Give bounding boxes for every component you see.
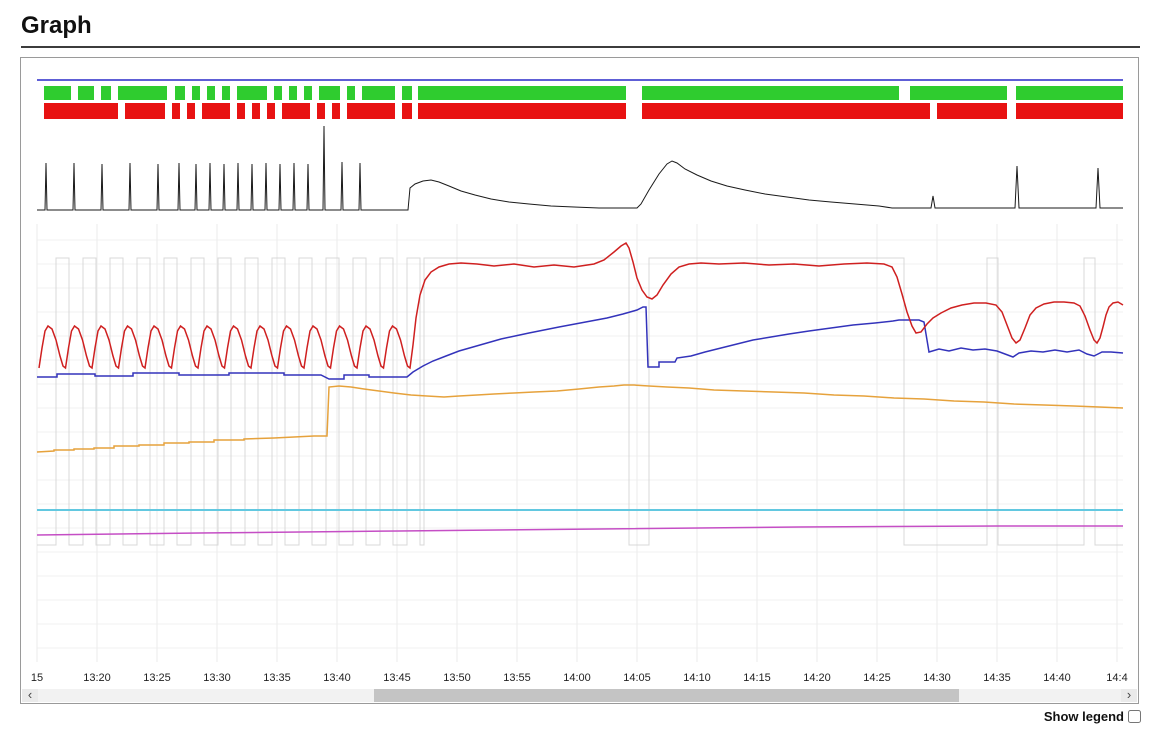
magenta-line [36, 525, 1123, 536]
svg-text:14:40: 14:40 [1043, 672, 1071, 684]
blue-step-line [37, 306, 1124, 380]
scroll-left-icon: ‹ [27, 687, 33, 702]
show-legend-label: Show legend [1043, 709, 1124, 724]
red-line [38, 241, 1124, 370]
svg-text:13:35: 13:35 [263, 672, 291, 684]
chart-canvas: 15 13:20 13:25 13:30 13:35 13:40 13:45 13:50 13:… [31, 79, 1128, 684]
svg-text:13:20: 13:20 [83, 672, 111, 684]
svg-text:14:30: 14:30 [923, 672, 951, 684]
scrollbar-track[interactable] [38, 689, 1121, 702]
v-gridlines [36, 224, 1118, 662]
x-axis-labels: 15 13:20 13:25 13:30 13:35 13:40 13:45 13:50 13:… [31, 672, 1128, 684]
scrollbar-thumb[interactable] [373, 689, 959, 702]
svg-text:14:35: 14:35 [983, 672, 1011, 684]
status-band-green [44, 86, 1123, 100]
show-legend-checkbox[interactable] [1128, 710, 1141, 723]
svg-text:13:25: 13:25 [143, 672, 171, 684]
status-band-red [44, 103, 1123, 119]
black-spike-line [37, 125, 1123, 211]
graph-panel: 15 13:20 13:25 13:30 13:35 13:40 13:45 13:50 13:… [20, 57, 1139, 704]
show-legend-control: Show legend [1044, 709, 1141, 724]
svg-text:15: 15 [31, 672, 43, 684]
svg-text:13:30: 13:30 [203, 672, 231, 684]
svg-text:14:00: 14:00 [563, 672, 591, 684]
title-divider [21, 46, 1140, 48]
scroll-right-icon: › [1126, 687, 1132, 702]
scroll-right-button[interactable]: › [1121, 687, 1137, 702]
svg-text:13:45: 13:45 [383, 672, 411, 684]
svg-text:14:15: 14:15 [743, 672, 771, 684]
scroll-left-button[interactable]: ‹ [22, 687, 38, 702]
gray-square-wave [37, 257, 1123, 546]
horizontal-scrollbar[interactable]: ‹ › [22, 687, 1137, 702]
page-title: Graph [21, 12, 92, 39]
svg-text:14:4: 14:4 [1106, 672, 1127, 684]
svg-text:14:10: 14:10 [683, 672, 711, 684]
orange-line [36, 384, 1124, 453]
svg-text:13:40: 13:40 [323, 672, 351, 684]
h-gridlines [37, 239, 1123, 649]
svg-text:14:25: 14:25 [863, 672, 891, 684]
svg-text:14:20: 14:20 [803, 672, 831, 684]
svg-text:13:50: 13:50 [443, 672, 471, 684]
svg-text:14:05: 14:05 [623, 672, 651, 684]
svg-text:13:55: 13:55 [503, 672, 531, 684]
